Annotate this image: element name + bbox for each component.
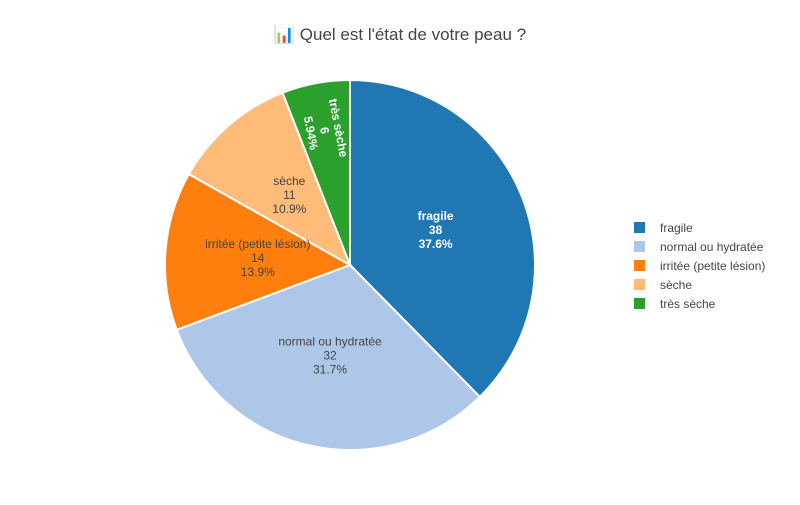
slice-value-label: 32 (323, 348, 337, 362)
pie-slice-2[interactable] (164, 172, 353, 332)
slice-percent-label: 10.9% (272, 202, 306, 216)
legend-item-0[interactable]: fragile (634, 221, 693, 235)
legend-label: fragile (660, 221, 693, 235)
slice-percent-label: 37.6% (419, 237, 453, 251)
legend-swatch (634, 222, 645, 233)
legend-swatch (634, 279, 645, 290)
slice-percent-label: 13.9% (241, 265, 275, 279)
slice-category-label: normal ou hydratée (278, 334, 382, 348)
slice-category-label: sèche (273, 174, 305, 188)
legend-item-2[interactable]: irritée (petite lésion) (634, 259, 765, 273)
chart-title: 📊 Quel est l'état de votre peau ? (274, 24, 526, 44)
slice-value-label: 14 (251, 251, 265, 265)
legend-item-4[interactable]: très sèche (634, 297, 716, 311)
pie-slice-4[interactable] (281, 78, 351, 266)
legend-swatch (634, 260, 645, 271)
pie-slice-3[interactable] (187, 91, 352, 268)
pie-slices (164, 78, 536, 451)
pie-slice-0[interactable] (349, 78, 536, 399)
legend-item-3[interactable]: sèche (634, 278, 692, 292)
slice-percent-label: 31.7% (313, 362, 347, 376)
legend-item-1[interactable]: normal ou hydratée (634, 240, 764, 254)
slice-category-label: irritée (petite lésion) (205, 237, 310, 251)
slice-percent-label: 5.94% (301, 115, 321, 151)
legend-label: très sèche (660, 297, 716, 311)
legend-label: irritée (petite lésion) (660, 259, 765, 273)
pie-slice-1[interactable] (175, 263, 482, 451)
legend-label: normal ou hydratée (660, 240, 764, 254)
legend: fragile normal ou hydratée irritée (petite… (634, 221, 765, 311)
slice-value-label: 6 (317, 126, 332, 135)
slice-value-label: 38 (429, 223, 443, 237)
legend-label: sèche (660, 278, 692, 292)
slice-value-label: 11 (283, 188, 296, 202)
legend-swatch (634, 298, 645, 309)
legend-swatch (634, 241, 645, 252)
slice-category-label: fragile (418, 209, 454, 223)
